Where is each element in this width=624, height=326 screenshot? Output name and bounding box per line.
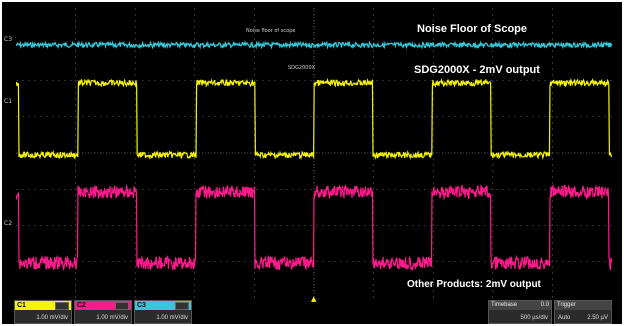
channel-marker-c3: C3 bbox=[4, 36, 13, 43]
channel-mini-icon bbox=[55, 302, 69, 310]
timebase-label: Timebase bbox=[491, 302, 518, 308]
channel-tag: C2 bbox=[75, 301, 131, 310]
channel-descriptor-c1[interactable]: C1 1.00 mV/div bbox=[14, 300, 72, 324]
sdg-output-annotation: SDG2000X - 2mV output bbox=[414, 64, 540, 76]
small-sdg-label: SDG2000X bbox=[288, 65, 316, 71]
timebase-header: Timebase 0.0 bbox=[489, 301, 551, 310]
timebase-scale: 500 µs/div bbox=[520, 315, 548, 321]
channel-scale: 1.00 mV/div bbox=[36, 315, 68, 321]
trigger-mode: Auto bbox=[558, 315, 571, 321]
trigger-level: 2.50 µV bbox=[587, 315, 608, 321]
channel-mini-icon bbox=[175, 302, 189, 310]
channel-name: C2 bbox=[77, 302, 86, 309]
timebase-value: 0.0 bbox=[540, 302, 549, 308]
noise-floor-annotation: Noise Floor of Scope bbox=[417, 23, 528, 35]
waveform-graticule bbox=[16, 8, 612, 298]
trace-c1-sdg2000x bbox=[16, 77, 612, 161]
trigger-header: Trigger bbox=[555, 301, 611, 310]
small-noise-label: Noise floor of scope bbox=[246, 28, 296, 34]
status-bar: C1 1.00 mV/div C2 1.00 mV/div C3 1.00 mV… bbox=[14, 300, 614, 324]
channel-scale: 1.00 mV/div bbox=[156, 315, 188, 321]
trace-c2-other-products bbox=[16, 183, 612, 272]
channel-marker-c2: C2 bbox=[4, 220, 13, 227]
other-products-annotation: Other Products: 2mV output bbox=[407, 279, 541, 290]
channel-descriptor-c2[interactable]: C2 1.00 mV/div bbox=[74, 300, 132, 324]
channel-descriptor-c3[interactable]: C3 1.00 mV/div bbox=[134, 300, 192, 324]
channel-marker-c1: C1 bbox=[4, 98, 13, 105]
channel-name: C3 bbox=[137, 302, 146, 309]
trace-c3-noise-floor bbox=[16, 40, 612, 50]
channel-scale: 1.00 mV/div bbox=[96, 315, 128, 321]
trigger-position-marker: ▲ bbox=[311, 295, 317, 303]
timebase-box[interactable]: Timebase 0.0 500 µs/div bbox=[488, 300, 552, 324]
channel-name: C1 bbox=[17, 302, 26, 309]
trigger-box[interactable]: Trigger Auto 2.50 µV bbox=[554, 300, 612, 324]
trigger-label: Trigger bbox=[557, 302, 576, 308]
channel-mini-icon bbox=[115, 302, 129, 310]
channel-tag: C3 bbox=[135, 301, 191, 310]
channel-tag: C1 bbox=[15, 301, 71, 310]
